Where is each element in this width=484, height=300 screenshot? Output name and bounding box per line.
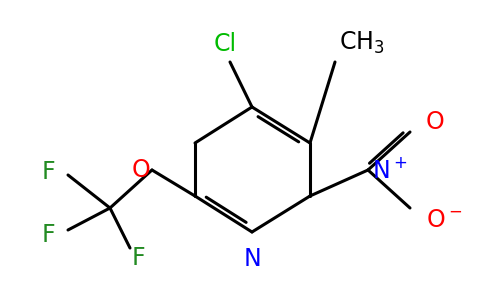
Text: F: F: [131, 246, 145, 270]
Text: F: F: [41, 160, 55, 184]
Text: O: O: [131, 158, 150, 182]
Text: O: O: [426, 110, 445, 134]
Text: CH$_3$: CH$_3$: [339, 30, 385, 56]
Text: O$^-$: O$^-$: [426, 208, 462, 232]
Text: F: F: [41, 223, 55, 247]
Text: N$^+$: N$^+$: [372, 158, 407, 182]
Text: Cl: Cl: [213, 32, 237, 56]
Text: N: N: [243, 247, 261, 271]
